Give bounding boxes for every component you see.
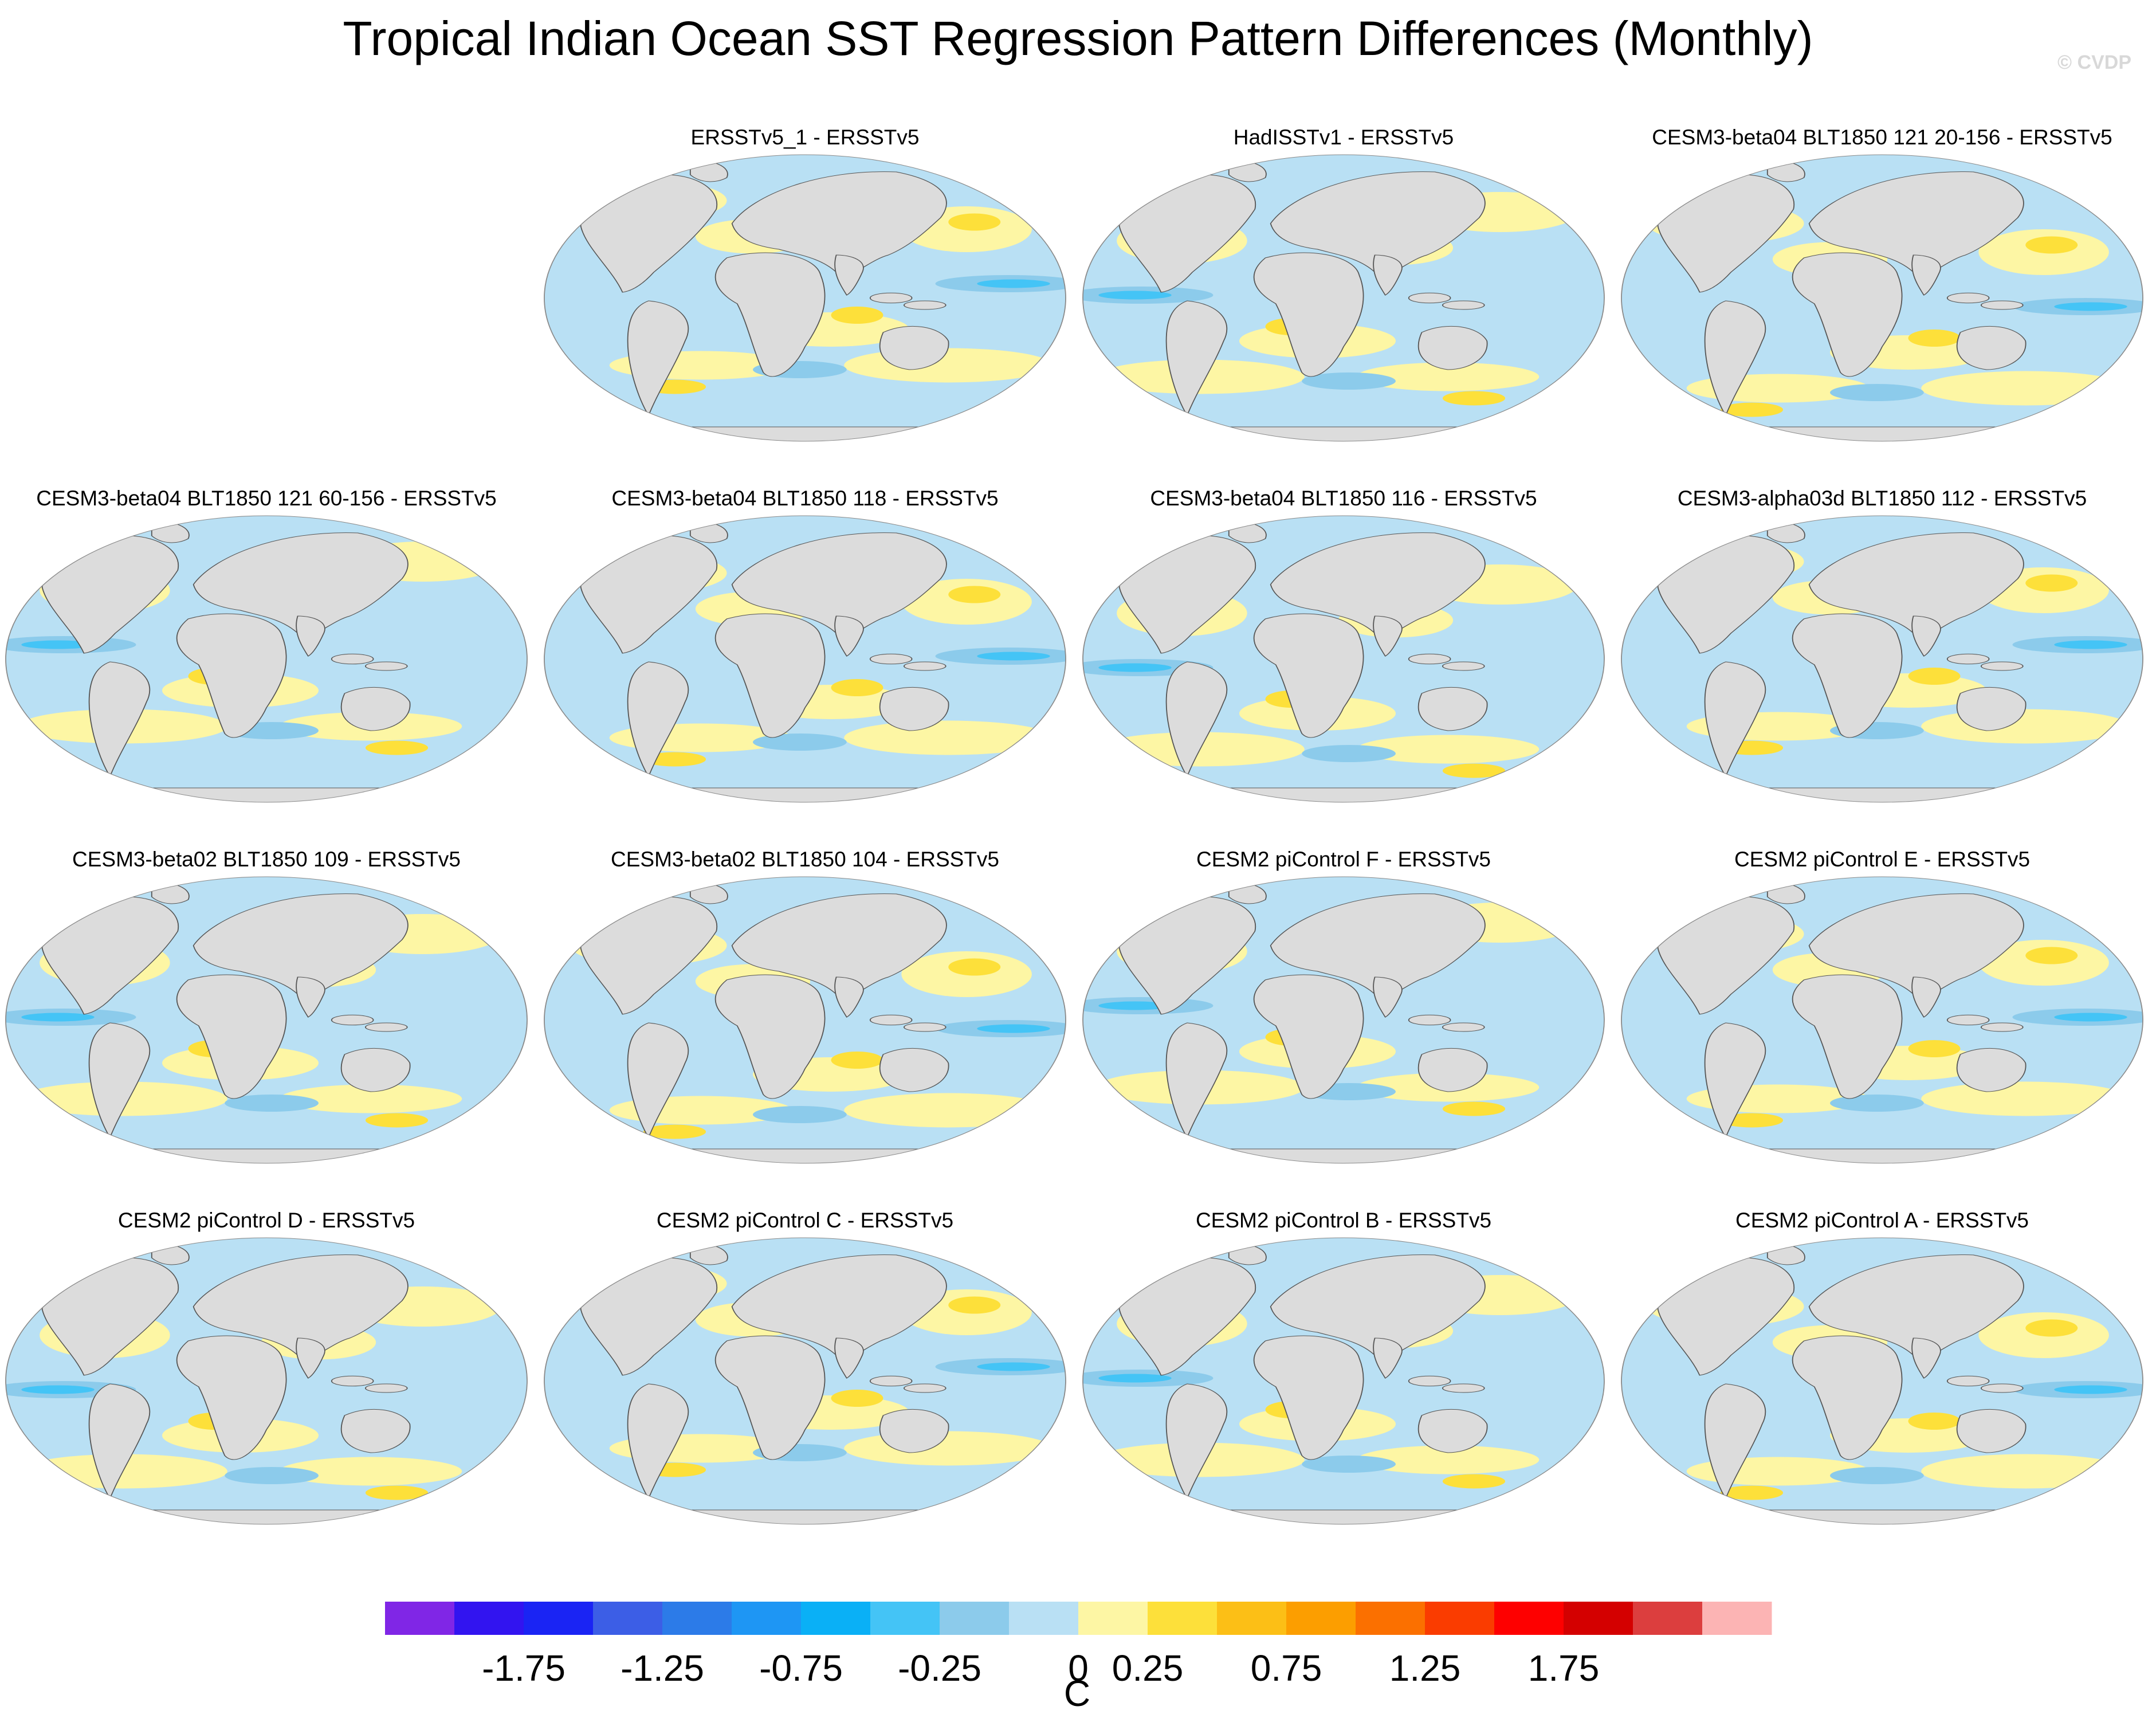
colorbar-box — [801, 1602, 871, 1635]
map-panels: ERSSTv5_1 - ERSSTv5 HadISSTv1 - ERSSTv5 CE… — [5, 125, 2143, 1525]
colorbar-box — [1494, 1602, 1564, 1635]
colorbar-box — [1217, 1602, 1287, 1635]
map-panel: CESM3-beta02 BLT1850 104 - ERSSTv5 — [544, 848, 1066, 1164]
map-border — [1621, 515, 2143, 803]
cvdp-watermark: © CVDP — [2057, 52, 2131, 73]
colorbar-box — [1425, 1602, 1495, 1635]
panel-title: CESM2 piControl E - ERSSTv5 — [1734, 848, 2030, 871]
page-title: Tropical Indian Ocean SST Regression Pat… — [343, 11, 1813, 65]
colorbar-box — [524, 1602, 594, 1635]
map-border — [544, 154, 1066, 442]
colorbar-box — [1148, 1602, 1218, 1635]
colorbar-box — [1633, 1602, 1703, 1635]
map-border — [544, 515, 1066, 803]
map-border — [544, 876, 1066, 1164]
map-panel: CESM2 piControl F - ERSSTv5 — [1082, 848, 1605, 1164]
panel-title: CESM3-beta04 BLT1850 121 60-156 - ERSSTv… — [36, 487, 497, 510]
colorbar-box — [385, 1602, 455, 1635]
colorbar-box — [870, 1602, 940, 1635]
colorbar-tick-label: 1.25 — [1389, 1647, 1461, 1689]
colorbar-box — [1702, 1602, 1772, 1635]
colorbar-tick-label: 1.75 — [1528, 1647, 1600, 1689]
colorbar-tick-label: 0.75 — [1251, 1647, 1322, 1689]
colorbar-box — [1009, 1602, 1079, 1635]
map-panel: CESM3-beta04 BLT1850 116 - ERSSTv5 — [1082, 487, 1605, 803]
map-border — [5, 515, 528, 803]
panel-title: CESM3-beta04 BLT1850 118 - ERSSTv5 — [611, 487, 998, 510]
map-panel: CESM3-beta04 BLT1850 121 20-156 - ERSSTv… — [1621, 125, 2143, 442]
panel-title: CESM3-beta04 BLT1850 121 20-156 - ERSSTv… — [1652, 125, 2112, 149]
map-border — [1621, 876, 2143, 1164]
map-panel: ERSSTv5_1 - ERSSTv5 — [544, 125, 1066, 442]
map-panel: CESM2 piControl A - ERSSTv5 — [1621, 1209, 2143, 1525]
map-panel: CESM3-alpha03d BLT1850 112 - ERSSTv5 — [1621, 487, 2143, 803]
map-border — [5, 1237, 528, 1525]
colorbar-box — [1356, 1602, 1425, 1635]
colorbar-box — [732, 1602, 802, 1635]
map-panel: CESM3-beta04 BLT1850 118 - ERSSTv5 — [544, 487, 1066, 803]
colorbar-tick-label: -1.75 — [482, 1647, 565, 1689]
panel-title: HadISSTv1 - ERSSTv5 — [1234, 125, 1454, 149]
colorbar-tick-label: -1.25 — [621, 1647, 704, 1689]
map-border — [5, 876, 528, 1164]
colorbar-box — [1564, 1602, 1633, 1635]
colorbar-box — [1078, 1602, 1148, 1635]
colorbar-tick-label: -0.25 — [898, 1647, 981, 1689]
map-panel: CESM3-beta04 BLT1850 121 60-156 - ERSSTv… — [5, 487, 528, 803]
panel-title: ERSSTv5_1 - ERSSTv5 — [691, 125, 920, 149]
map-border — [1621, 154, 2143, 442]
map-panel: CESM2 piControl B - ERSSTv5 — [1082, 1209, 1605, 1525]
map-panel: HadISSTv1 - ERSSTv5 — [1082, 125, 1605, 442]
colorbar-units-label: C — [1063, 1673, 1091, 1714]
panel-title: CESM2 piControl A - ERSSTv5 — [1735, 1209, 2029, 1232]
map-border — [1082, 876, 1605, 1164]
map-panel: CESM2 piControl D - ERSSTv5 — [5, 1209, 528, 1525]
colorbar-box — [593, 1602, 663, 1635]
map-border — [544, 1237, 1066, 1525]
colorbar-box — [940, 1602, 1010, 1635]
colorbar-tick-label: 0 — [1068, 1647, 1089, 1689]
panel-title: CESM2 piControl F - ERSSTv5 — [1196, 848, 1491, 871]
colorbar-box — [662, 1602, 732, 1635]
panel-title: CESM3-alpha03d BLT1850 112 - ERSSTv5 — [1678, 487, 2087, 510]
map-panel: CESM2 piControl C - ERSSTv5 — [544, 1209, 1066, 1525]
colorbar-tick-label: -0.75 — [759, 1647, 843, 1689]
map-border — [1082, 154, 1605, 442]
panel-title: CESM2 piControl B - ERSSTv5 — [1196, 1209, 1491, 1232]
map-border — [1082, 515, 1605, 803]
panel-title: CESM2 piControl D - ERSSTv5 — [118, 1209, 415, 1232]
map-panel: CESM2 piControl E - ERSSTv5 — [1621, 848, 2143, 1164]
colorbar-box — [454, 1602, 524, 1635]
panel-title: CESM3-beta02 BLT1850 109 - ERSSTv5 — [72, 848, 461, 871]
colorbar-box — [1286, 1602, 1356, 1635]
colorbar-tick-label: 0.25 — [1112, 1647, 1184, 1689]
panel-title: CESM3-beta04 BLT1850 116 - ERSSTv5 — [1150, 487, 1537, 510]
panel-title: CESM3-beta02 BLT1850 104 - ERSSTv5 — [611, 848, 999, 871]
map-panel: CESM3-beta02 BLT1850 109 - ERSSTv5 — [5, 848, 528, 1164]
panel-title: CESM2 piControl C - ERSSTv5 — [657, 1209, 953, 1232]
map-border — [1082, 1237, 1605, 1525]
map-border — [1621, 1237, 2143, 1525]
